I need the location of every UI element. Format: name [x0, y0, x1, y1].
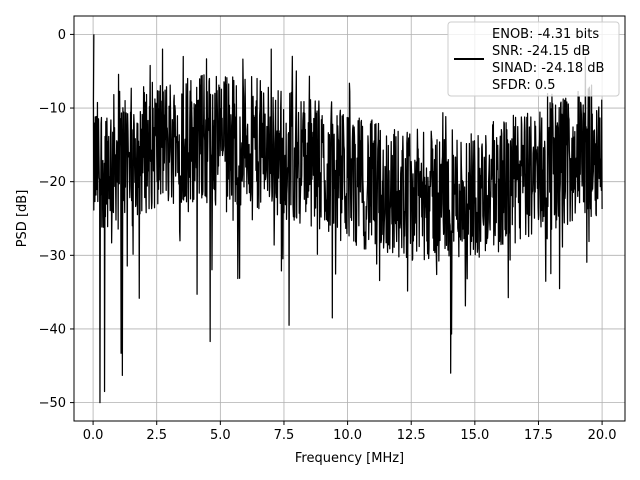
legend-entry-enob: ENOB: -4.31 bits [492, 27, 599, 42]
y-tick-label: −10 [39, 102, 66, 117]
y-tick-label: 0 [58, 28, 66, 43]
y-tick-label: −50 [39, 396, 66, 411]
y-tick-label: −20 [39, 175, 66, 190]
x-tick-label: 0.0 [83, 428, 104, 443]
x-tick-label: 10.0 [333, 428, 362, 443]
x-tick-label: 5.0 [210, 428, 231, 443]
legend: ENOB: -4.31 bits SNR: -24.15 dB SINAD: -… [447, 21, 620, 97]
plot-frame [73, 15, 626, 422]
x-tick-label: 12.5 [397, 428, 426, 443]
x-tick-label: 17.5 [524, 428, 553, 443]
psd-trace [92, 34, 603, 404]
y-axis-label: PSD [dB] [15, 190, 30, 248]
x-tick-label: 15.0 [460, 428, 489, 443]
x-axis-ticks: 0.0 2.5 5.0 7.5 10.0 12.5 15.0 17.5 20.0 [83, 421, 617, 443]
legend-entry-sfdr: SFDR: 0.5 [492, 78, 556, 93]
legend-box [447, 21, 620, 97]
y-tick-label: −40 [39, 322, 66, 337]
x-axis-label: Frequency [MHz] [295, 451, 404, 466]
legend-entry-sinad: SINAD: -24.18 dB [492, 61, 604, 76]
legend-entry-snr: SNR: -24.15 dB [492, 44, 590, 59]
y-tick-label: −30 [39, 249, 66, 264]
x-tick-label: 7.5 [274, 428, 295, 443]
x-tick-label: 20.0 [588, 428, 617, 443]
psd-trace-layer [92, 34, 603, 404]
x-tick-label: 2.5 [146, 428, 167, 443]
y-axis-ticks: 0 −10 −20 −30 −40 −50 [39, 28, 74, 411]
